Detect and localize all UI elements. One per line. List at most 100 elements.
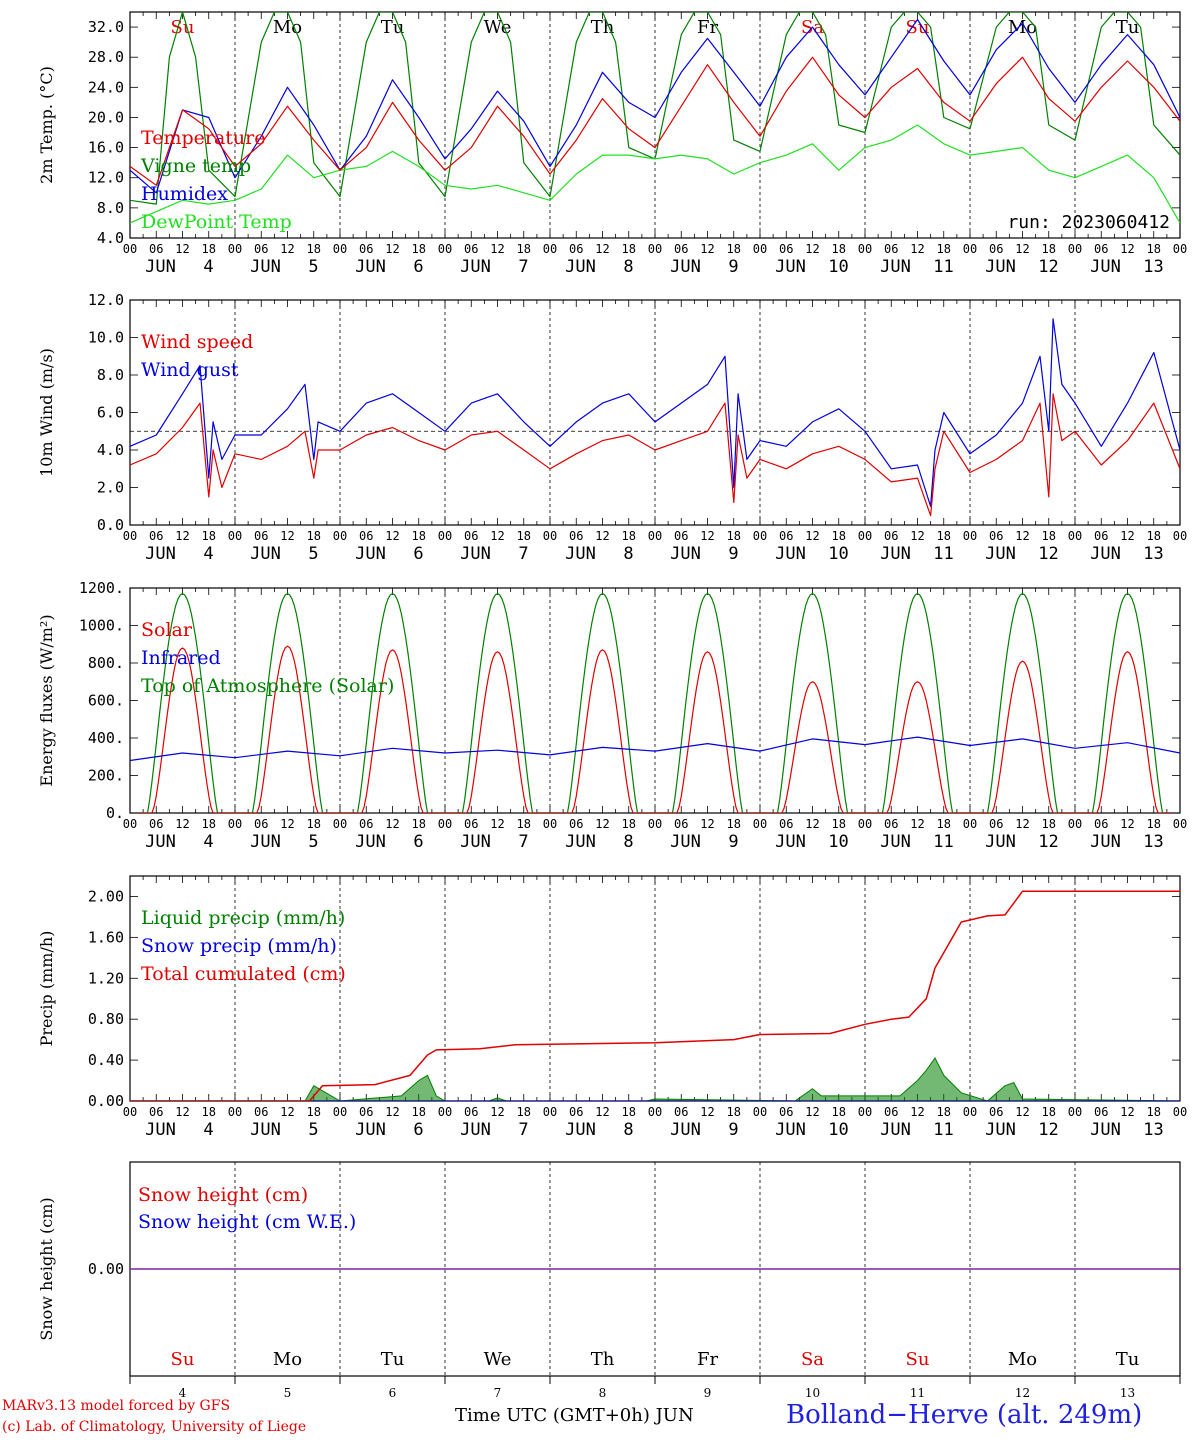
date-label: 4 [179, 1386, 187, 1400]
y-axis-title: 10m Wind (m/s) [37, 348, 56, 477]
hour-tick-label: 06 [569, 242, 583, 256]
hour-tick-label: 00 [753, 242, 767, 256]
month-label: JUN [670, 1120, 701, 1140]
hour-tick-label: 12 [1015, 1105, 1029, 1119]
hour-tick-label: 18 [202, 242, 216, 256]
hour-tick-label: 00 [333, 529, 347, 543]
series-wind-speed [130, 393, 1180, 517]
hour-tick-label: 00 [753, 1105, 767, 1119]
date-label: 11 [910, 1386, 925, 1400]
hour-tick-label: 06 [149, 242, 163, 256]
hour-tick-label: 12 [700, 242, 714, 256]
hour-tick-label: 00 [228, 1105, 242, 1119]
hour-tick-label: 06 [569, 529, 583, 543]
hour-tick-label: 00 [858, 529, 872, 543]
month-label: JUN [250, 257, 281, 277]
hour-tick-label: 00 [648, 529, 662, 543]
hour-tick-label: 18 [622, 817, 636, 831]
hour-tick-label: 12 [910, 242, 924, 256]
hour-tick-label: 06 [149, 817, 163, 831]
hour-tick-label: 12 [700, 1105, 714, 1119]
hour-tick-label: 06 [989, 529, 1003, 543]
station-name: Bolland−Herve (alt. 249m) [786, 1400, 1143, 1430]
legend-entry: Snow precip (mm/h) [141, 935, 337, 957]
y-tick-label: 2.0 [97, 479, 124, 497]
hour-tick-label: 06 [1094, 242, 1108, 256]
hour-tick-label: 18 [937, 242, 951, 256]
legend-entry: Wind gust [141, 359, 239, 381]
month-label: JUN [145, 1120, 176, 1140]
hour-tick-label: 18 [832, 529, 846, 543]
hour-tick-label: 12 [1015, 529, 1029, 543]
date-label: 4 [203, 257, 213, 277]
hour-tick-label: 06 [779, 1105, 793, 1119]
hour-tick-label: 06 [359, 529, 373, 543]
y-tick-label: 800. [88, 654, 124, 672]
month-label: JUN [1090, 1120, 1121, 1140]
hour-tick-label: 06 [674, 242, 688, 256]
hour-tick-label: 00 [753, 817, 767, 831]
hour-tick-label: 00 [543, 242, 557, 256]
month-label: JUN [985, 257, 1016, 277]
legend-entry: Liquid precip (mm/h) [141, 907, 345, 929]
series-wind-gust [130, 318, 1180, 507]
hour-tick-label: 12 [385, 817, 399, 831]
hour-tick-label: 06 [989, 817, 1003, 831]
hour-tick-label: 06 [884, 529, 898, 543]
weekday-label: Mo [1008, 17, 1037, 38]
weekday-label: Tu [1116, 17, 1140, 38]
weekday-label: We [484, 17, 512, 38]
hour-tick-label: 00 [858, 817, 872, 831]
legend-entry: Total cumulated (cm) [141, 963, 346, 985]
hour-tick-label: 00 [1173, 1105, 1187, 1119]
y-tick-label: 600. [88, 692, 124, 710]
model-credit: MARv3.13 model forced by GFS [2, 1398, 231, 1414]
hour-tick-label: 06 [884, 817, 898, 831]
hour-tick-label: 00 [228, 242, 242, 256]
hour-tick-label: 12 [175, 529, 189, 543]
hour-tick-label: 00 [123, 1105, 137, 1119]
hour-tick-label: 06 [464, 817, 478, 831]
date-label: 7 [518, 1120, 528, 1140]
hour-tick-label: 06 [674, 529, 688, 543]
hour-tick-label: 06 [779, 817, 793, 831]
weekday-label: Fr [697, 1349, 718, 1370]
date-label: 12 [1038, 832, 1058, 852]
date-label: 9 [728, 832, 738, 852]
hour-tick-label: 00 [648, 1105, 662, 1119]
date-label: 9 [728, 257, 738, 277]
hour-tick-label: 12 [910, 529, 924, 543]
hour-tick-label: 00 [438, 1105, 452, 1119]
hour-tick-label: 12 [490, 1105, 504, 1119]
date-label: 13 [1143, 257, 1163, 277]
hour-tick-label: 00 [858, 1105, 872, 1119]
hour-tick-label: 00 [123, 529, 137, 543]
month-label: JUN [775, 832, 806, 852]
hour-tick-label: 00 [963, 1105, 977, 1119]
hour-tick-label: 06 [359, 1105, 373, 1119]
date-label: 7 [518, 257, 528, 277]
hour-tick-label: 00 [1173, 242, 1187, 256]
date-label: 6 [413, 544, 423, 564]
hour-tick-label: 18 [832, 817, 846, 831]
hour-tick-label: 18 [412, 242, 426, 256]
hour-tick-label: 12 [805, 242, 819, 256]
date-label: 11 [933, 544, 953, 564]
legend-entry: Snow height (cm W.E.) [138, 1211, 356, 1233]
hour-tick-label: 12 [1015, 817, 1029, 831]
weekday-label: Th [591, 1349, 615, 1370]
month-label: JUN [880, 257, 911, 277]
hour-tick-label: 06 [464, 242, 478, 256]
weekday-label: Th [591, 17, 615, 38]
date-label: 5 [308, 257, 318, 277]
hour-tick-label: 12 [1120, 1105, 1134, 1119]
hour-tick-label: 18 [1042, 242, 1056, 256]
date-label: 5 [308, 544, 318, 564]
series-dewpoint-temp [130, 124, 1180, 224]
hour-tick-label: 00 [963, 817, 977, 831]
y-tick-label: 28.0 [88, 48, 124, 66]
month-label: JUN [145, 544, 176, 564]
hour-tick-label: 00 [648, 242, 662, 256]
legend-entry: Solar [141, 619, 193, 641]
hour-tick-label: 00 [753, 529, 767, 543]
